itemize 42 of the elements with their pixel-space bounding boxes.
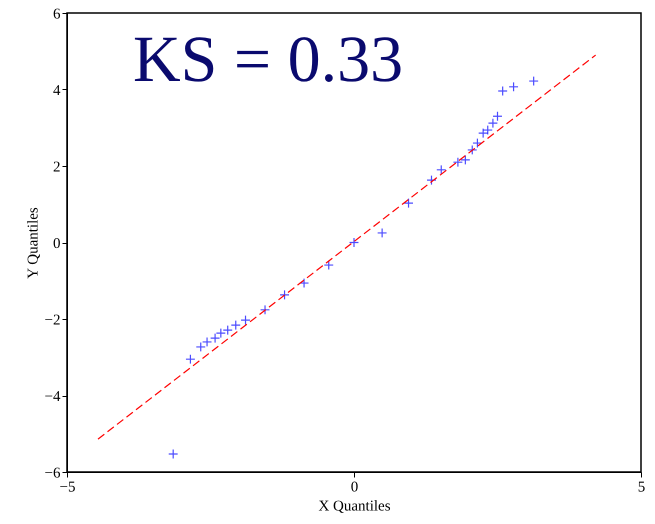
point [216, 328, 226, 338]
point [168, 448, 178, 460]
point [210, 333, 220, 344]
point [426, 175, 437, 186]
x-tick-label: 5 [638, 480, 646, 496]
point [222, 325, 233, 336]
y-tick-label: 4 [53, 83, 61, 99]
point [488, 118, 498, 128]
point [460, 154, 470, 165]
point [185, 354, 196, 364]
y-tick-label: −4 [44, 389, 61, 405]
point [478, 128, 488, 138]
point [492, 111, 503, 122]
y-tick-label: 0 [53, 236, 60, 252]
y-axis-title: Y Quantiles [26, 207, 42, 279]
point [467, 144, 478, 156]
point [202, 336, 212, 348]
point [298, 278, 310, 288]
point [196, 342, 206, 352]
point [498, 86, 508, 96]
point [452, 157, 463, 168]
point [324, 260, 334, 270]
point [377, 228, 388, 238]
y-tick-label: 2 [53, 160, 60, 176]
point [230, 320, 241, 330]
x-axis-title: X Quantiles [318, 498, 391, 514]
point [436, 164, 446, 175]
point [472, 138, 482, 148]
point [403, 198, 414, 208]
y-tick-label: −2 [44, 312, 60, 328]
point [279, 290, 290, 300]
point [348, 237, 360, 248]
y-tick-label: −6 [44, 466, 61, 482]
point [260, 304, 270, 315]
point [240, 315, 251, 326]
point [508, 82, 519, 92]
y-tick-label: 6 [53, 6, 61, 22]
annotation: KS = 0.33 [133, 23, 404, 96]
point [528, 76, 539, 86]
point [482, 124, 493, 136]
x-tick-label: 0 [350, 480, 358, 496]
x-tick-label: −5 [60, 480, 76, 496]
